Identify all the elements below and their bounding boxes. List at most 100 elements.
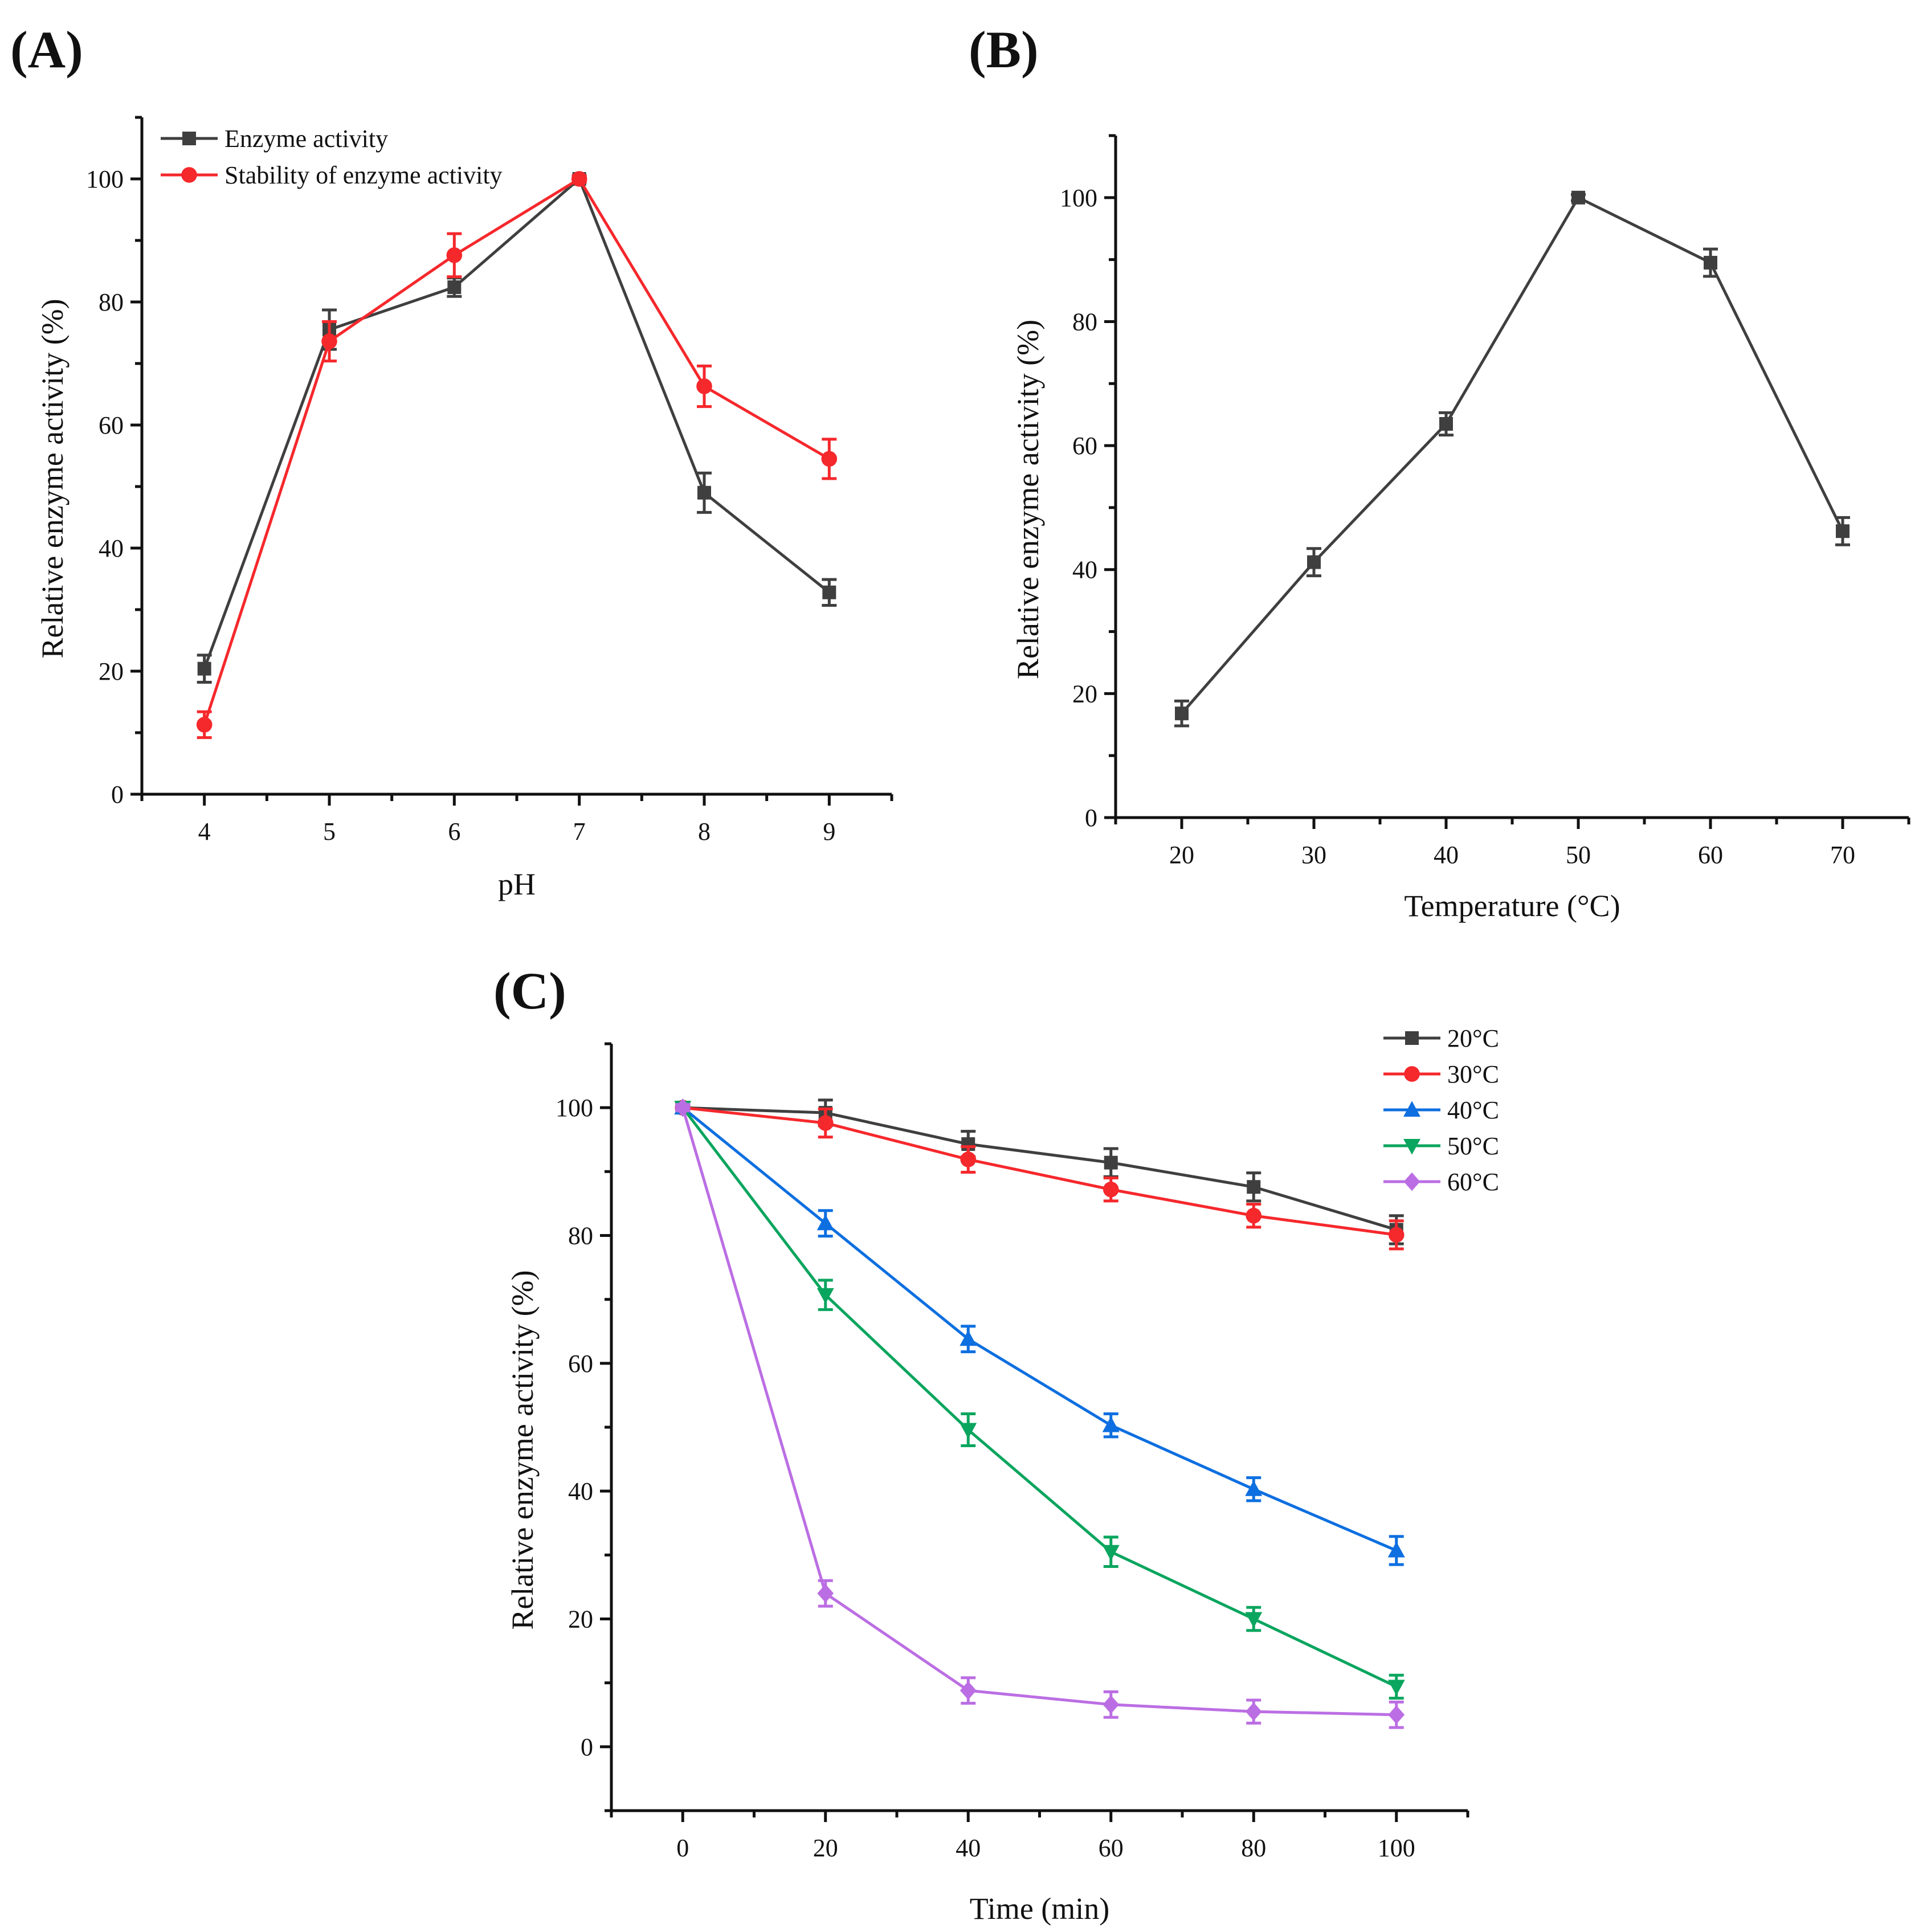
legend-label: 40°C <box>1447 1096 1499 1124</box>
x-tick-label: 40 <box>1434 841 1459 869</box>
series-40-c <box>674 1098 1405 1566</box>
legend-marker <box>1403 1139 1420 1155</box>
data-point <box>960 1423 977 1439</box>
data-point <box>1175 706 1189 721</box>
series-line <box>1181 195 1844 714</box>
legend-label: Enzyme activity <box>224 125 388 153</box>
y-tick-label: 60 <box>568 1350 593 1378</box>
x-tick-label: 30 <box>1301 841 1326 869</box>
y-tick-label: 100 <box>1060 184 1097 212</box>
x-tick-label: 20 <box>813 1834 838 1862</box>
series-line <box>681 1106 1397 1688</box>
series-enzyme-activity <box>197 172 837 684</box>
data-point <box>1245 1702 1262 1721</box>
data-point <box>1387 1680 1405 1696</box>
plot-b-temperature: 20 30 40 50 60 70 0 20 40 60 80 100 Temperature (°C)… <box>1011 134 1910 923</box>
data-point <box>697 485 711 500</box>
series-relative-enzyme-activity <box>1174 190 1850 728</box>
data-point <box>321 333 337 349</box>
y-tick-label: 40 <box>1072 556 1097 584</box>
data-point <box>446 247 463 263</box>
y-tick-label: 80 <box>99 288 124 316</box>
data-point <box>1307 555 1321 569</box>
data-point <box>817 1115 834 1131</box>
x-tick-label: 0 <box>676 1834 689 1862</box>
data-point <box>960 1681 977 1700</box>
x-axis-title: Time (min) <box>970 1892 1110 1926</box>
y-tick-label: 20 <box>568 1606 593 1633</box>
series-line <box>203 177 830 725</box>
plot-c-thermostability: 0 20 40 60 80 100 0 20 40 60 80 100 Time (min) Relati… <box>505 1024 1499 1926</box>
y-tick-label: 40 <box>568 1477 593 1505</box>
legend-label: Stability of enzyme activity <box>224 161 503 189</box>
plot-a-ph: 4 5 6 7 8 9 0 20 40 60 80 100 pH Relative enzyme acti… <box>35 116 893 901</box>
y-tick-label: 0 <box>1085 804 1097 832</box>
data-point <box>822 585 836 599</box>
y-tick-label: 80 <box>568 1222 593 1250</box>
series-30-c <box>675 1100 1405 1251</box>
x-axis-title: Temperature (°C) <box>1404 889 1620 923</box>
y-tick-label: 60 <box>99 411 124 439</box>
x-tick-label: 50 <box>1566 841 1591 869</box>
legend-marker <box>1404 1066 1420 1082</box>
axes <box>130 116 893 806</box>
series-line <box>203 176 830 669</box>
data-point <box>816 1288 834 1304</box>
series-60-c <box>674 1098 1405 1729</box>
data-point <box>1571 190 1585 205</box>
panel-label-a: (A) <box>10 21 83 79</box>
data-point <box>696 378 712 394</box>
series-line <box>682 1106 1397 1236</box>
series-50-c <box>674 1101 1405 1700</box>
x-axis-title: pH <box>498 867 536 901</box>
series-line <box>681 1106 1397 1552</box>
x-tick-label: 20 <box>1169 841 1194 869</box>
data-point <box>1245 1612 1263 1628</box>
data-point <box>1245 1480 1263 1496</box>
data-point <box>817 1584 834 1603</box>
data-point <box>197 661 211 676</box>
y-axis-title: Relative enzyme activity (%) <box>35 299 70 658</box>
data-point <box>1388 1227 1405 1243</box>
legend-label: 60°C <box>1447 1168 1499 1196</box>
x-tick-label: 60 <box>1698 841 1723 869</box>
legend-marker <box>1405 1031 1419 1045</box>
legend-label: 50°C <box>1447 1132 1499 1160</box>
data-point <box>1247 1180 1261 1194</box>
legend-marker <box>1403 1101 1420 1117</box>
data-point <box>1387 1541 1405 1558</box>
x-tick-label: 6 <box>448 818 460 845</box>
x-tick-label: 8 <box>698 818 711 845</box>
data-point <box>1388 1705 1405 1724</box>
y-tick-label: 20 <box>1072 680 1097 708</box>
data-point <box>1102 1545 1120 1561</box>
x-tick-label: 60 <box>1099 1834 1124 1862</box>
axes <box>600 1042 1469 1822</box>
data-point <box>571 171 587 187</box>
data-point <box>1439 417 1453 431</box>
x-tick-label: 9 <box>823 818 835 845</box>
series-stability-of-enzyme-activity <box>196 171 838 740</box>
data-point <box>1836 524 1850 538</box>
data-point <box>1104 1155 1118 1170</box>
data-point <box>674 1098 691 1117</box>
panel-label-c: (C) <box>493 962 566 1020</box>
series-line <box>683 1106 1397 1231</box>
legend-marker <box>1403 1172 1420 1191</box>
y-tick-label: 20 <box>99 657 124 685</box>
legend-marker <box>181 167 197 183</box>
y-tick-label: 100 <box>556 1094 593 1122</box>
data-point <box>1246 1207 1262 1224</box>
axes <box>1104 134 1910 829</box>
data-point <box>196 717 213 733</box>
y-tick-label: 80 <box>1072 308 1097 336</box>
x-tick-label: 40 <box>956 1834 981 1862</box>
y-tick-label: 100 <box>86 165 124 193</box>
y-tick-label: 0 <box>111 781 124 808</box>
data-point <box>821 451 838 467</box>
data-point <box>960 1330 977 1346</box>
y-tick-label: 60 <box>1072 432 1097 460</box>
data-point <box>1704 256 1717 270</box>
y-tick-label: 0 <box>581 1733 593 1761</box>
